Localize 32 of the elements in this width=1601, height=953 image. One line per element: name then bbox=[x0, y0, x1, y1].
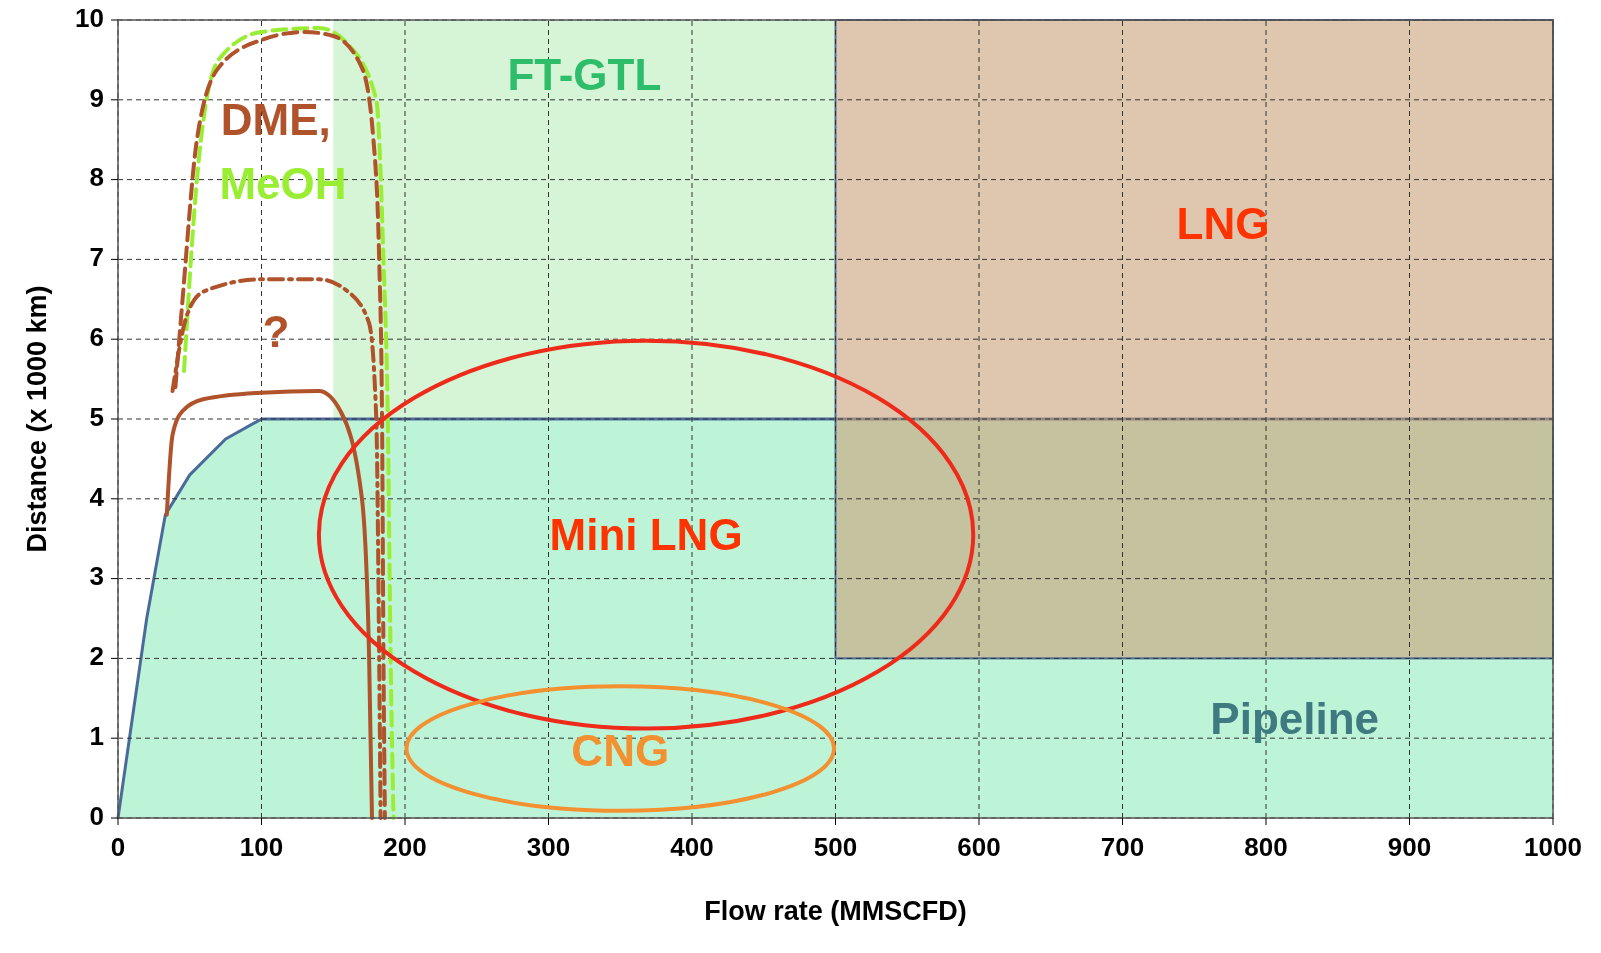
annotation: CNG bbox=[571, 725, 670, 775]
x-tick-label: 400 bbox=[670, 832, 714, 862]
x-tick-label: 500 bbox=[813, 832, 858, 862]
y-tick-label: 4 bbox=[89, 481, 105, 512]
band-label: FT-GTL bbox=[507, 50, 662, 99]
y-tick-label: 10 bbox=[75, 2, 104, 33]
annotation: DME, bbox=[220, 95, 331, 145]
y-tick-label: 7 bbox=[89, 242, 104, 273]
annotation: Pipeline bbox=[1210, 693, 1380, 743]
annotation: Mini LNG bbox=[549, 510, 743, 560]
y-tick-label: 3 bbox=[89, 561, 104, 592]
y-tick-label: 0 bbox=[89, 800, 104, 831]
y-tick-label: 9 bbox=[89, 82, 104, 113]
y-tick-label: 1 bbox=[89, 721, 104, 752]
annotation: MeOH bbox=[219, 159, 347, 209]
x-tick-label: 800 bbox=[1244, 832, 1288, 862]
x-tick-label: 900 bbox=[1387, 832, 1432, 862]
y-tick-label: 6 bbox=[89, 322, 104, 353]
x-tick-label: 100 bbox=[239, 832, 284, 862]
y-tick-label: 8 bbox=[89, 162, 104, 193]
y-axis-title: Distance (x 1000 km) bbox=[22, 285, 52, 553]
x-tick-label: 600 bbox=[957, 832, 1001, 862]
annotation: ? bbox=[262, 306, 290, 356]
x-axis-title: Flow rate (MMSCFD) bbox=[704, 896, 967, 926]
x-tick-label: 700 bbox=[1100, 832, 1145, 862]
x-tick-label: 0 bbox=[110, 832, 126, 862]
x-tick-label: 300 bbox=[526, 832, 571, 862]
y-tick-label: 5 bbox=[89, 401, 104, 432]
x-tick-label: 1000 bbox=[1524, 832, 1582, 862]
y-tick-label: 2 bbox=[89, 641, 104, 672]
annotation: LNG bbox=[1176, 199, 1270, 249]
x-tick-label: 200 bbox=[383, 832, 427, 862]
